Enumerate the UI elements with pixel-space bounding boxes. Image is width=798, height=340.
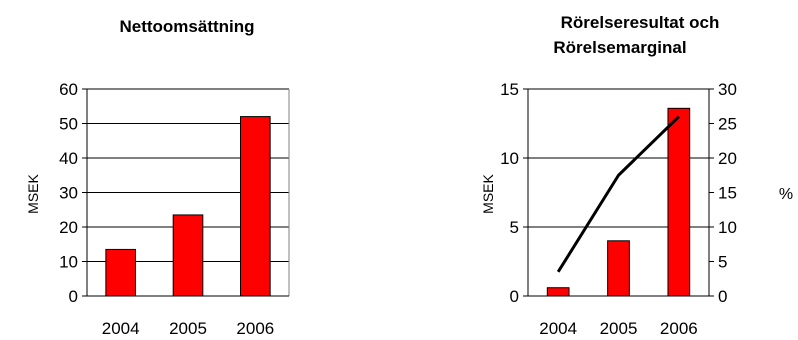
chart2-y2-tick-label: 10 [718,218,737,237]
chart1-title: Nettoomsättning [119,17,254,36]
chart2-y2-tick-label: 25 [718,115,737,134]
chart2-y2-tick-label: 30 [718,80,737,99]
chart1-y-tick-label: 40 [59,149,78,168]
chart2-y-tick-label: 10 [500,149,519,168]
chart2-x-tick-label: 2004 [539,319,577,338]
chart2-y2-tick-label: 15 [718,184,737,203]
chart1-y-tick-label: 30 [59,184,78,203]
chart2-y2-tick-label: 5 [718,253,727,272]
chart2-y2-tick-label: 0 [718,287,727,306]
chart1-y-tick-label: 50 [59,115,78,134]
chart2-x-tick-label: 2006 [660,319,698,338]
chart1-x-tick-label: 2004 [102,319,140,338]
chart2-y-tick-label: 0 [510,287,519,306]
chart2-y-axis-label: MSEK [480,174,496,214]
net-sales-chart: Nettoomsättning MSEK 0 10 20 30 40 50 60 2004 2… [25,17,290,338]
chart1-y-tick-label: 20 [59,218,78,237]
chart2-title-line2: Rörelsemarginal [553,38,686,57]
chart2-bar [546,287,570,297]
chart2-y-tick-label: 15 [500,80,519,99]
chart1-bar [172,214,204,297]
chart2-y2-tick-label: 20 [718,149,737,168]
chart2-x-tick-label: 2005 [600,319,638,338]
chart2-y-tick-label: 5 [510,218,519,237]
operating-result-chart: Rörelseresultat och Rörelsemarginal MSEK… [480,13,793,338]
chart1-x-tick-label: 2006 [236,319,274,338]
chart1-y-tick-label: 10 [59,253,78,272]
chart2-bar [607,240,630,297]
chart1-x-tick-label: 2005 [169,319,207,338]
chart1-y-axis-label: MSEK [25,174,41,214]
chart2-bar [667,107,691,297]
chart1-y-tick-label: 60 [59,80,78,99]
chart1-y-tick-label: 0 [69,287,78,306]
chart2-margin-line [556,115,680,273]
chart2-y2-axis-label: % [779,186,793,203]
chart1-bar [240,116,271,297]
chart2-title-line1: Rörelseresultat och [561,13,720,32]
chart1-bar [105,248,136,297]
